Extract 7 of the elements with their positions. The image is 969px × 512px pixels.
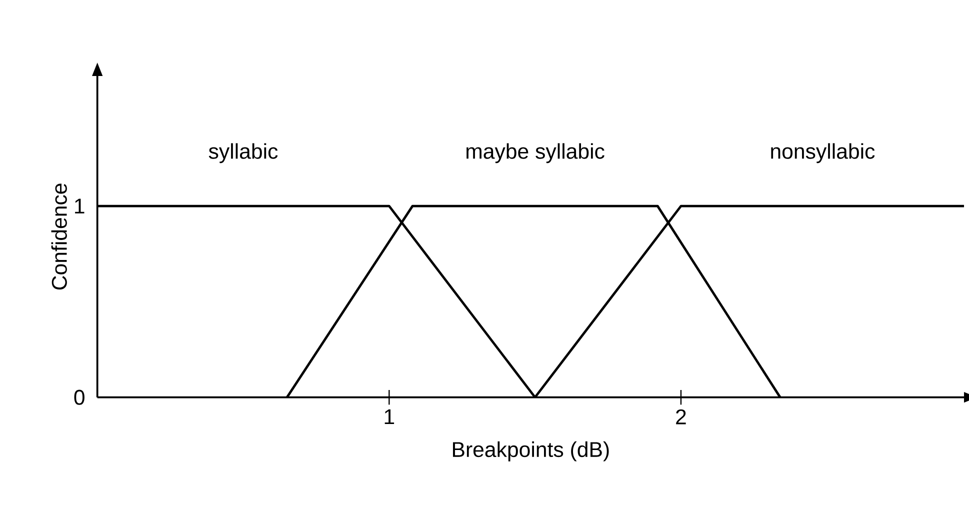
x-tick-label: 2 <box>676 409 686 424</box>
text: maybe syllabic <box>466 143 604 164</box>
x-axis-title: Breakpoints (dB) <box>452 441 609 462</box>
y-tick-label: 0 <box>74 390 84 405</box>
text: syllabic <box>208 143 278 164</box>
text: nonsyllabic <box>771 143 875 164</box>
y-axis-title: Confidence <box>51 184 67 290</box>
